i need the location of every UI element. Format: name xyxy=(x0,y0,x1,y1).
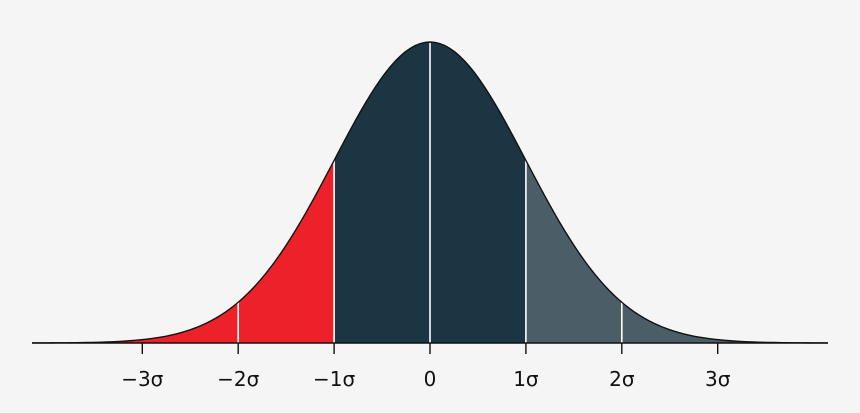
x-tick-label: 0 xyxy=(424,367,437,391)
region-2 xyxy=(525,160,828,343)
x-tick-label: 3σ xyxy=(705,367,731,391)
x-tick-label: −2σ xyxy=(217,367,259,391)
x-axis-ticks xyxy=(141,343,719,354)
x-axis-tick-labels: −3σ −2σ −1σ 0 1σ 2σ 3σ xyxy=(121,367,731,391)
x-tick-label: −1σ xyxy=(313,367,355,391)
bell-curve-outline xyxy=(31,41,829,344)
x-tick-label: −3σ xyxy=(121,367,163,391)
region-0 xyxy=(32,160,335,343)
sigma-divider-lines xyxy=(237,42,623,343)
x-tick-label: 1σ xyxy=(513,367,539,391)
x-tick-label: 2σ xyxy=(609,367,635,391)
